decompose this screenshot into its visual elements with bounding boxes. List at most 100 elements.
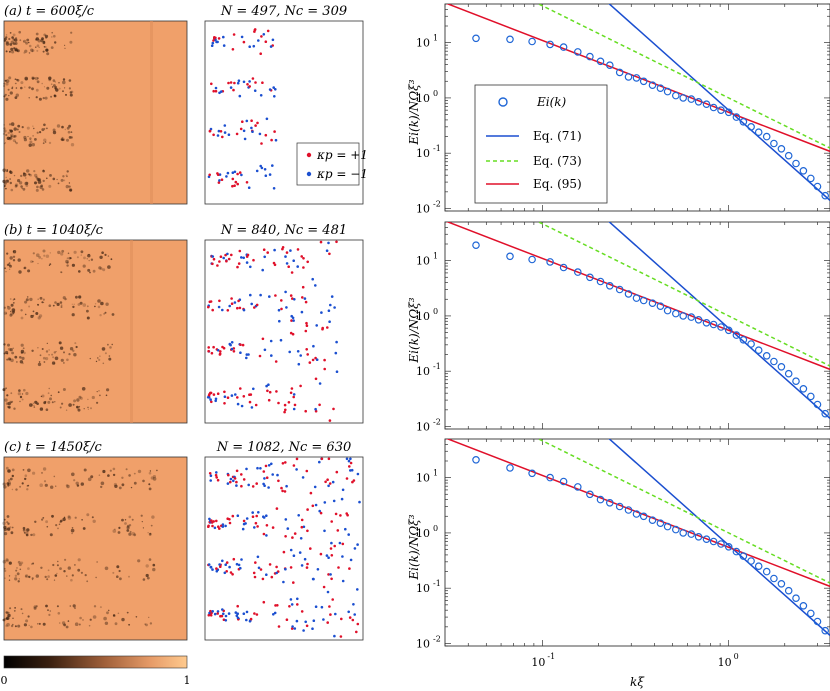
spectrum-point [605, 61, 614, 69]
density-speckle [7, 305, 9, 308]
density-speckle [148, 471, 152, 475]
density-speckle [99, 267, 103, 270]
density-speckle [9, 43, 13, 46]
vortex-positive [208, 393, 211, 396]
spectrum-point [528, 255, 536, 264]
vortex-negative [322, 618, 325, 621]
spectrum-point [732, 113, 741, 121]
vortex-positive [220, 178, 224, 181]
density-speckle [68, 353, 71, 356]
vortex-positive [239, 387, 242, 390]
vortex-positive [209, 300, 213, 303]
density-speckle [30, 314, 34, 319]
density-speckle [52, 128, 56, 132]
spectrum-point [679, 312, 688, 320]
vortex-positive [212, 520, 215, 523]
density-speckle [68, 87, 71, 90]
vortex-negative [221, 308, 224, 312]
vortex-negative [268, 173, 272, 176]
vortex-negative [267, 464, 271, 467]
density-speckle [13, 47, 16, 50]
density-speckle [45, 520, 48, 524]
spectrum-point [770, 357, 778, 366]
density-speckle [43, 254, 46, 257]
density-speckle [25, 391, 29, 396]
density-speckle [31, 577, 34, 580]
density-speckle [118, 526, 121, 530]
density-speckle [109, 346, 112, 349]
vortex-negative [230, 341, 234, 344]
vortex-negative [255, 169, 259, 173]
vortex-positive [301, 296, 304, 299]
vortex-positive [254, 521, 258, 525]
density-speckle [3, 127, 6, 130]
vortex-positive [211, 262, 214, 266]
density-speckle [23, 267, 25, 269]
density-speckle [104, 352, 107, 355]
density-speckle [99, 314, 102, 317]
density-speckle [30, 563, 33, 565]
density-speckle [56, 564, 59, 567]
density-speckle [35, 188, 39, 192]
density-speckle [8, 612, 10, 614]
vortex-negative [285, 306, 288, 309]
density-speckle [58, 81, 60, 84]
density-speckle [60, 358, 64, 362]
density-speckle [128, 623, 131, 626]
vortex-negative [248, 80, 251, 83]
vortex-negative [329, 573, 332, 576]
density-speckle [5, 387, 7, 390]
y-tick-label: 10 [416, 637, 430, 650]
vortex-positive [292, 464, 296, 467]
density-speckle [146, 576, 150, 580]
spectrum-point [687, 95, 696, 103]
density-speckle [5, 50, 8, 53]
vortex-positive [267, 398, 271, 402]
vortex-positive [275, 390, 278, 393]
density-speckle [30, 48, 34, 52]
density-speckle [63, 362, 65, 364]
vortex-negative [242, 256, 245, 260]
vortex-negative [347, 459, 351, 463]
vortex-negative [242, 80, 246, 84]
density-speckle [33, 127, 35, 130]
density-speckle [53, 579, 56, 581]
density-speckle [53, 362, 55, 364]
vortex-positive [261, 81, 264, 84]
density-speckle [22, 187, 26, 191]
density-speckle [105, 394, 108, 397]
density-speckle [26, 528, 30, 532]
vortex-negative [285, 484, 288, 488]
density-speckle [69, 605, 72, 607]
density-speckle [11, 36, 14, 39]
density-speckle [66, 257, 69, 259]
density-speckle [42, 517, 45, 519]
vortex-negative [250, 406, 254, 409]
density-speckle [43, 40, 46, 43]
vortex-negative [327, 309, 331, 313]
vortex-positive [216, 173, 220, 176]
vortex-positive [231, 514, 235, 518]
vortex-negative [345, 457, 349, 461]
density-speckle [148, 558, 152, 561]
spectrum-point [813, 617, 822, 626]
vortex-positive [306, 508, 309, 511]
spectrum-plot-c: 10 -210 -110 010 110 -1 10 0 [416, 438, 830, 669]
density-speckle [77, 303, 81, 306]
density-speckle [25, 533, 29, 537]
vortex-negative [222, 35, 225, 39]
density-speckle [44, 141, 47, 143]
vortex-positive [262, 532, 266, 536]
density-speckle [4, 569, 7, 573]
spectrum-point [596, 277, 605, 286]
legend-eq71: Eq. (71) [533, 129, 582, 143]
density-speckle [2, 132, 6, 136]
vortex-negative [335, 370, 339, 374]
vortex-negative [230, 394, 234, 397]
density-speckle [25, 177, 27, 179]
density-speckle [48, 304, 52, 308]
density-speckle [39, 131, 42, 134]
vortex-positive [266, 251, 270, 254]
density-speckle [119, 577, 122, 581]
